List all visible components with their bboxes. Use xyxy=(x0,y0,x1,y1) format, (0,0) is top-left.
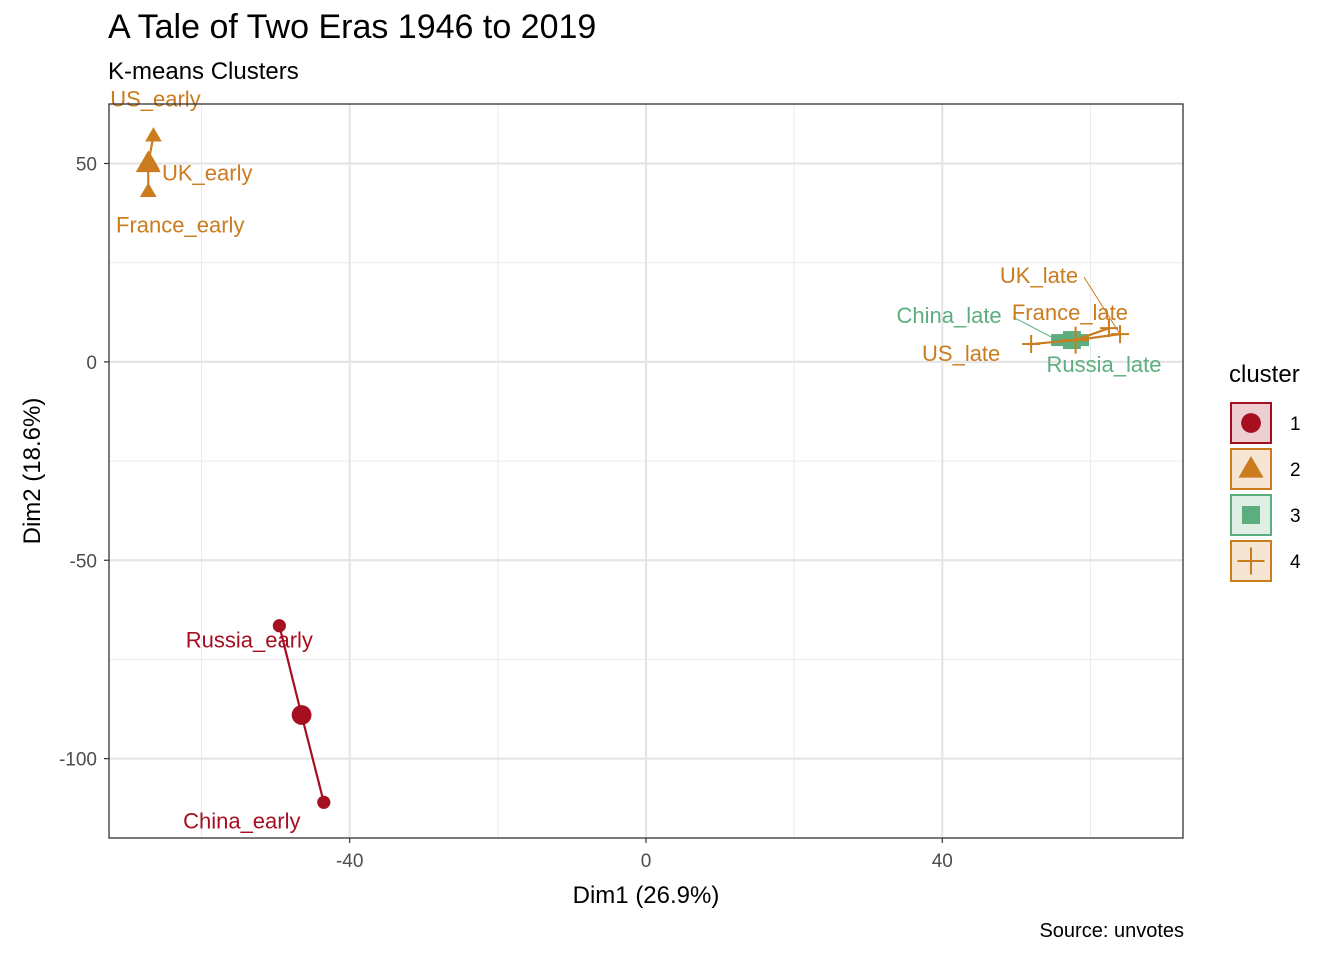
data-point xyxy=(145,127,162,142)
cluster-4-centroid xyxy=(1062,326,1090,354)
point-label: France_late xyxy=(1012,300,1128,325)
point-label: China_late xyxy=(896,303,1001,328)
point-label: China_early xyxy=(183,808,300,833)
cluster-2-group xyxy=(135,127,162,198)
y-axis-title: Dim2 (18.6%) xyxy=(19,398,46,545)
x-tick-label: -40 xyxy=(336,851,363,872)
legend-key-symbol xyxy=(1238,456,1264,478)
label-leader-line xyxy=(1083,276,1121,335)
point-label: Russia_early xyxy=(186,628,313,653)
cluster-1-segment xyxy=(278,625,303,716)
y-tick-label: 0 xyxy=(86,353,97,374)
legend-label: 4 xyxy=(1290,552,1301,573)
point-label: UK_late xyxy=(1000,263,1078,288)
data-point xyxy=(1099,319,1118,338)
chart-title: A Tale of Two Eras 1946 to 2019 xyxy=(108,8,597,46)
chart-subtitle: K-means Clusters xyxy=(108,58,299,85)
legend-title: cluster xyxy=(1229,361,1300,388)
legend-key-symbol xyxy=(1241,413,1261,433)
point-label: US_early xyxy=(110,87,200,112)
legend-key-symbol xyxy=(1242,506,1260,524)
point-label: France_early xyxy=(116,212,244,237)
legend-label: 1 xyxy=(1290,414,1301,435)
cluster-2-centroid xyxy=(135,150,161,173)
legend-key-symbol xyxy=(1237,547,1265,575)
point-label: UK_early xyxy=(162,161,252,186)
cluster-4-group xyxy=(1022,319,1130,354)
legend-label: 3 xyxy=(1290,506,1301,527)
cluster-1-centroid xyxy=(291,705,312,725)
legend-key-3 xyxy=(1230,494,1272,536)
chart-caption: Source: unvotes xyxy=(1039,920,1184,942)
legend-key-4 xyxy=(1230,540,1272,582)
data-point xyxy=(272,619,286,633)
cluster-1-group xyxy=(272,619,331,809)
x-tick-label: 0 xyxy=(641,851,652,872)
y-tick-label: -100 xyxy=(59,750,97,771)
legend-key-2 xyxy=(1230,448,1272,490)
x-axis-title: Dim1 (26.9%) xyxy=(573,882,720,909)
y-tick-label: 50 xyxy=(76,155,97,176)
data-point xyxy=(317,795,331,809)
cluster-4-segment xyxy=(1075,327,1110,342)
cluster-1-segment xyxy=(300,714,325,803)
data-point xyxy=(1022,335,1041,354)
data-point xyxy=(139,182,157,198)
legend-label: 2 xyxy=(1290,460,1301,481)
label-leader-line xyxy=(1012,316,1058,341)
x-tick-label: 40 xyxy=(932,851,953,872)
legend-key-1 xyxy=(1230,402,1272,444)
point-label: US_late xyxy=(922,341,1000,366)
point-label: Russia_late xyxy=(1047,352,1162,377)
y-tick-label: -50 xyxy=(70,551,97,572)
